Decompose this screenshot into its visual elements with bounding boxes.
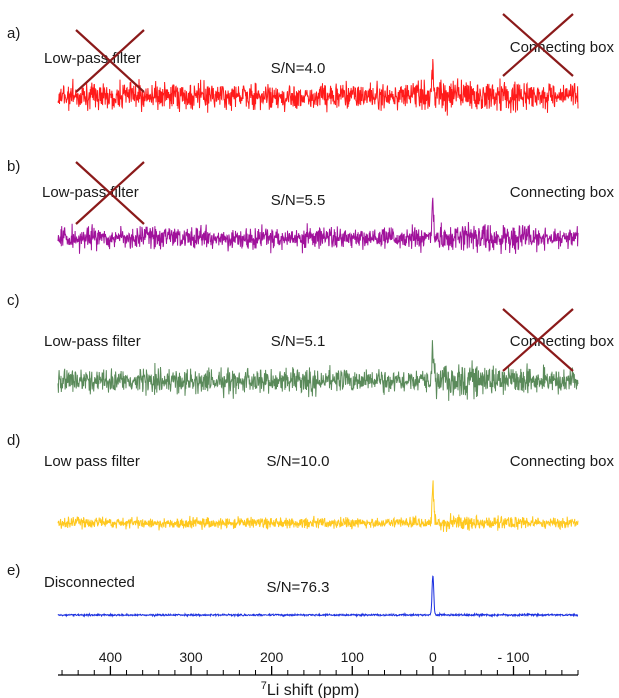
x-axis-label-text: Li shift (ppm) [267, 682, 359, 698]
spectrum-panel: b) S/N=5.5 Low-pass filter Connecting box [7, 158, 615, 255]
tick-label: 0 [429, 649, 437, 665]
right-annotation: Connecting box [510, 184, 615, 201]
right-annotation: Connecting box [510, 39, 615, 56]
right-cross-mark [502, 308, 574, 372]
x-axis: 400 300 200 100 0 - 100 7Li shift (ppm) [58, 649, 579, 698]
sn-ratio-label: S/N=4.0 [271, 60, 326, 77]
sn-ratio-label: S/N=76.3 [267, 579, 330, 596]
spectrum-panel: c) S/N=5.1 Low-pass filter Connecting box [7, 292, 614, 401]
x-axis-label: 7Li shift (ppm) [261, 680, 360, 698]
x-axis-label-superscript: 7 [261, 680, 267, 692]
tick-label: 100 [341, 649, 365, 665]
left-annotation: Low-pass filter [42, 184, 139, 201]
tick-label: 200 [260, 649, 284, 665]
spectrum-trace [57, 340, 579, 401]
panel-label: a) [7, 25, 20, 42]
left-annotation: Low-pass filter [44, 333, 141, 350]
left-cross-mark [75, 29, 145, 93]
panel-label: c) [7, 292, 20, 309]
panel-label: e) [7, 562, 20, 579]
left-annotation: Low-pass filter [44, 50, 141, 67]
panel-label: b) [7, 158, 20, 175]
left-annotation: Low pass filter [44, 453, 140, 470]
panel-label: d) [7, 432, 20, 449]
spectrum-panel: a) S/N=4.0 Low-pass filter Connecting box [7, 13, 615, 116]
right-annotation: Connecting box [510, 333, 615, 350]
tick-label: 300 [179, 649, 203, 665]
right-cross-mark [502, 13, 574, 77]
spectrum-trace [57, 575, 579, 619]
tick-label: 400 [99, 649, 123, 665]
sn-ratio-label: S/N=5.5 [271, 192, 326, 209]
right-annotation: Connecting box [510, 453, 615, 470]
spectrum-panel: e) S/N=76.3 Disconnected [7, 562, 579, 619]
spectrum-trace [57, 480, 579, 532]
left-cross-mark [75, 161, 145, 225]
left-annotation: Disconnected [44, 574, 135, 591]
spectrum-panel: d) S/N=10.0 Low pass filter Connecting box [7, 432, 614, 532]
spectrum-trace [57, 58, 579, 116]
sn-ratio-label: S/N=10.0 [267, 453, 330, 470]
tick-label: - 100 [498, 649, 530, 665]
sn-ratio-label: S/N=5.1 [271, 333, 326, 350]
spectrum-trace [57, 197, 579, 255]
